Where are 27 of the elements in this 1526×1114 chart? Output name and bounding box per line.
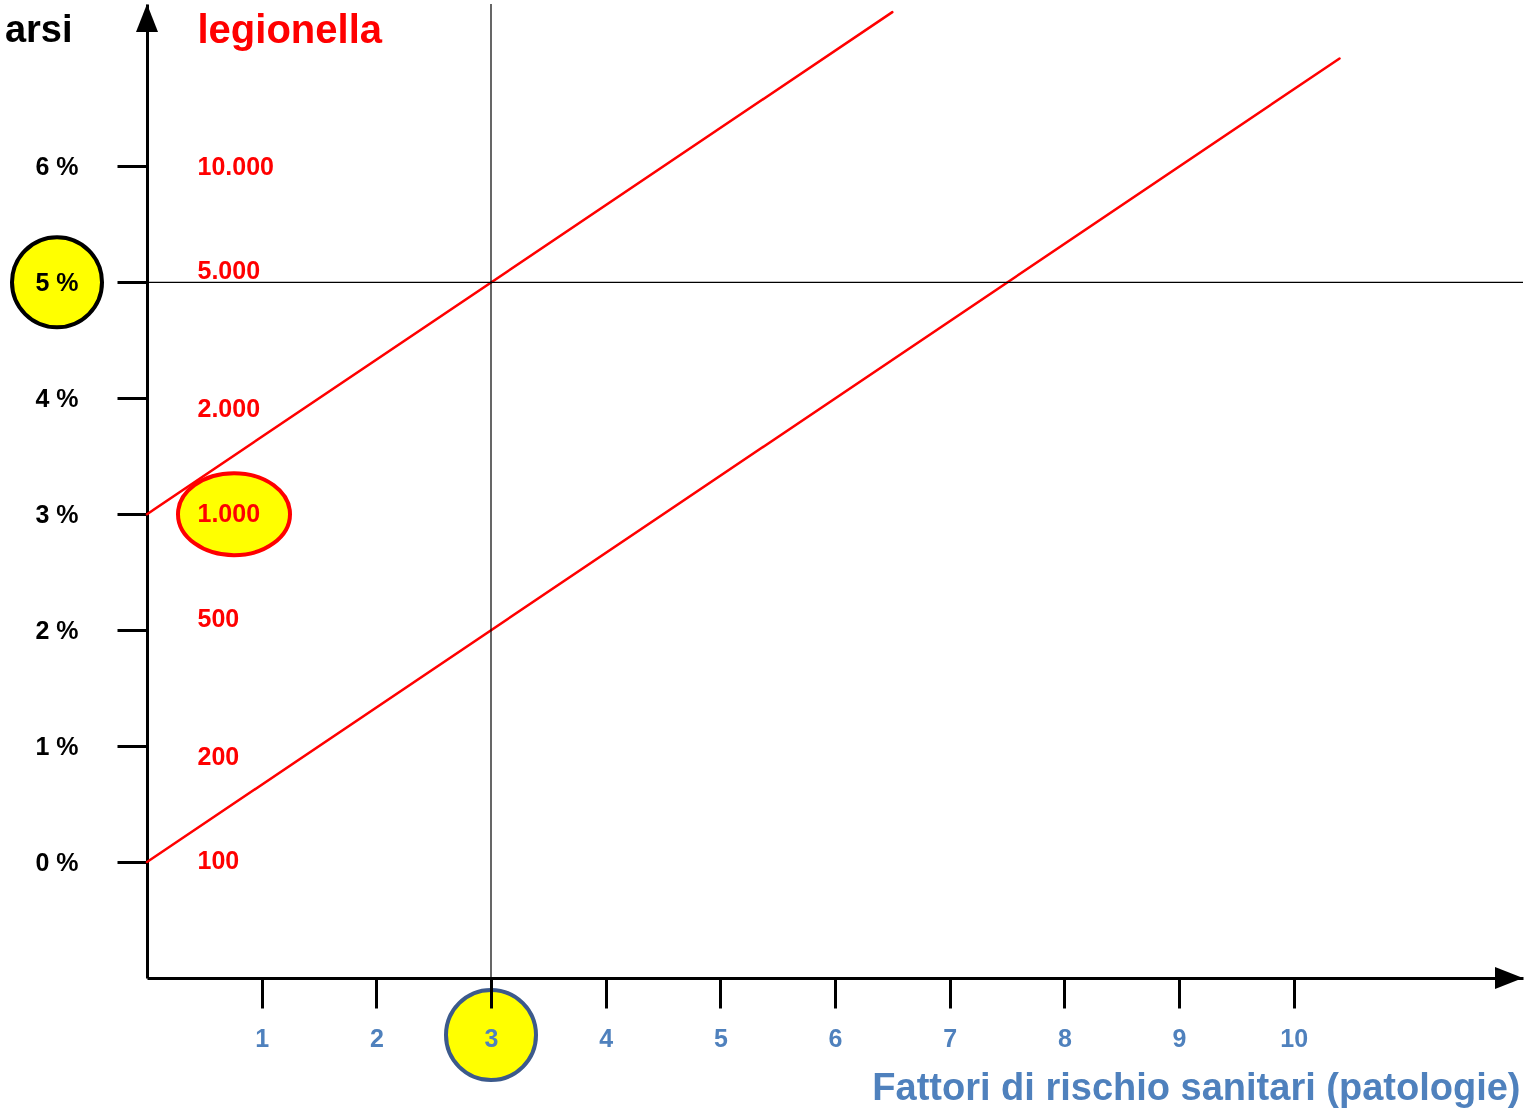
- y2-tick-label: 2.000: [197, 394, 261, 423]
- y2-tick-label: 500: [197, 603, 240, 632]
- x-tick-label: 1: [255, 1023, 270, 1052]
- x-tick-label: 8: [1057, 1023, 1072, 1052]
- x-tick-label: 6: [828, 1023, 843, 1052]
- y-tick-label: 0 %: [35, 847, 79, 876]
- x-tick-label: 3: [484, 1023, 499, 1052]
- y2-tick-label: 1.000: [197, 499, 261, 528]
- y-tick-label: 3 %: [35, 499, 79, 528]
- y2-tick-label: 100: [197, 846, 240, 875]
- y-tick-label: 6 %: [35, 151, 79, 180]
- y-tick-label: 2 %: [35, 615, 79, 644]
- x-tick-label: 9: [1172, 1023, 1187, 1052]
- x-tick-label: 7: [943, 1023, 958, 1052]
- y2-tick-label: 200: [197, 741, 240, 770]
- y2-axis-title: legionella: [197, 6, 383, 51]
- x-tick-label: 10: [1280, 1023, 1309, 1052]
- y-tick-label: 5 %: [35, 267, 79, 296]
- y-axis-title: arsi: [4, 7, 73, 50]
- x-tick-label: 2: [369, 1023, 384, 1052]
- x-tick-label: 4: [599, 1023, 614, 1052]
- y2-tick-label: 10.000: [197, 151, 274, 180]
- x-axis-title: Fattori di rischio sanitari (patologie): [872, 1065, 1521, 1108]
- x-tick-label: 5: [713, 1023, 728, 1052]
- y-tick-label: 1 %: [35, 731, 79, 760]
- y2-tick-label: 5.000: [197, 256, 261, 285]
- y-tick-label: 4 %: [35, 383, 79, 412]
